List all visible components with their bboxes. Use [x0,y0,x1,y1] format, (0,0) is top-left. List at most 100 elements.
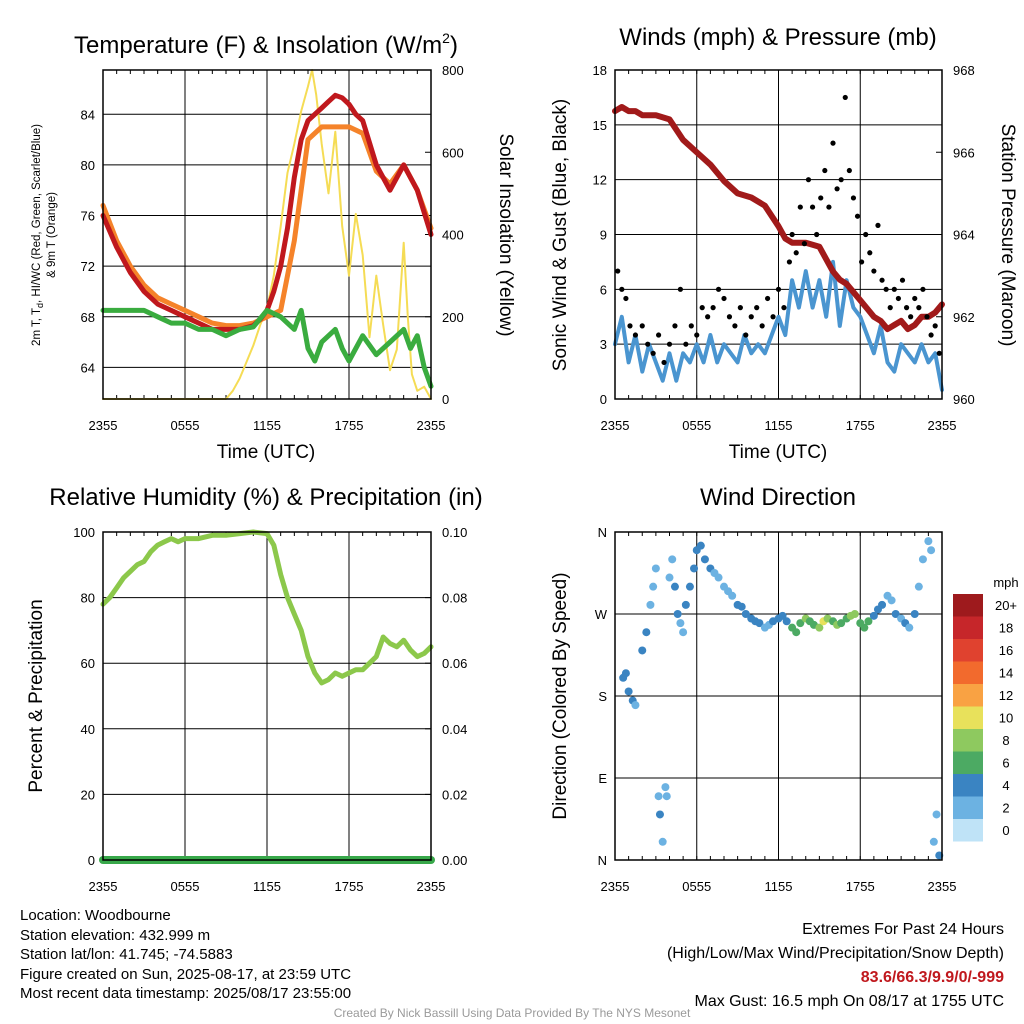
direction-point [665,573,674,582]
winds-gust-point [721,295,727,302]
temperature-2m-temp-line [100,92,434,332]
direction-xtick-label: 2355 [601,879,630,894]
winds-xtick-label: 2355 [928,418,957,433]
direction-point [679,628,688,637]
direction-point [924,537,933,546]
winds-xlabel: Time (UTC) [729,442,828,463]
direction-point [914,582,923,591]
direction-point [728,591,737,600]
temperature-xtick-label: 2355 [89,418,118,433]
humidity-plot-area: 2355 0555 1155 1755 2355 [89,532,446,894]
humidity-y2tick-label: 0.06 [442,656,467,671]
direction-legend-swatch [953,751,983,774]
direction-point [670,582,679,591]
winds-y2tick-label: 960 [953,392,975,407]
winds-gust-point [726,314,733,320]
winds-gust-point [805,177,812,183]
station-latlon: Station lat/lon: 41.745; -74.5883 [20,946,233,963]
winds-gust-point [793,250,799,256]
winds-gust-point [809,204,816,210]
temperature-plot-area: 2355 0555 1155 1755 2355 [89,70,445,433]
direction-ytick-label: N [598,525,607,540]
winds-gust-point [912,295,918,302]
temperature-xtick-label: 1755 [335,418,364,433]
humidity-frame [102,531,432,861]
winds-gust-point [672,323,678,329]
winds-gust-point [710,305,716,311]
winds-gust-point [650,350,656,356]
direction-point [673,610,682,618]
temperature-xlabel: Time (UTC) [217,442,316,463]
direction-point [642,628,651,637]
humidity-ylabel-left: Percent & Precipitation [26,599,47,792]
winds-gust-point [875,222,881,228]
humidity-xtick-label: 0555 [171,879,200,894]
temperature-ytick-label: 72 [81,259,95,274]
winds-gust-point [748,314,754,320]
direction-point [714,573,723,582]
winds-gust-point [786,259,793,265]
direction-ylabel-left: Direction (Colored By Speed) [550,572,571,819]
max-gust: Max Gust: 16.5 mph On 08/17 at 1755 UTC [694,993,1005,1010]
direction-xtick-label: 2355 [928,879,957,894]
winds-gust-point [891,286,897,292]
winds-gust-point [899,277,906,283]
humidity-ytick-label: 40 [81,722,95,737]
extremes-info: Extremes For Past 24 Hours (High/Low/Max… [667,918,1004,1014]
winds-y2tick-label: 964 [953,228,975,243]
direction-point [860,623,869,632]
winds-gust-point [834,186,840,192]
winds-gust-point [842,94,848,101]
winds-yaxis-right: 960 962 964 966 968 [936,63,975,407]
winds-ytick-label: 3 [600,337,607,352]
direction-point [755,619,764,628]
humidity-xtick-label: 2355 [417,879,446,894]
direction-point [621,669,630,678]
winds-gust-point [903,305,910,311]
direction-legend-label: 8 [1002,733,1009,748]
direction-speed-legend: 20+ 18 16 14 12 10 8 6 4 2 0 [953,594,1017,842]
winds-xtick-label: 0555 [682,418,711,433]
temperature-ylabel-right: Solar Insolation (Yellow) [495,133,516,336]
direction-legend-swatch [953,706,983,729]
winds-ytick-label: 9 [600,228,607,243]
winds-gust-point [932,323,938,329]
winds-gust-point [895,295,902,302]
direction-xtick-label: 1755 [846,879,875,894]
humidity-ytick-label: 20 [81,787,95,802]
direction-point [905,623,914,632]
humidity-ytick-label: 80 [81,591,95,606]
direction-panel-title: Wind Direction [700,484,856,511]
direction-point [741,610,750,618]
humidity-y2tick-label: 0.02 [442,787,467,802]
direction-point [668,555,677,564]
direction-point [696,541,705,550]
winds-gust-point [846,167,852,174]
winds-y2tick-label: 966 [953,145,975,160]
direction-ytick-label: S [598,689,607,704]
credit-line: Created By Nick Bassill Using Data Provi… [333,1006,691,1020]
figure-created: Figure created on Sun, 2025-08-17, at 23… [20,965,352,983]
direction-legend-label: 16 [999,643,1013,658]
direction-ytick-label: E [598,771,607,786]
winds-gust-point [688,323,694,329]
winds-gust-point [879,277,885,283]
direction-point [792,628,801,637]
winds-xtick-label: 2355 [601,418,630,433]
direction-xtick-label: 0555 [682,879,711,894]
direction-point [918,555,927,564]
direction-point [815,623,824,632]
winds-gust-point [715,286,722,292]
winds-gust-point [908,314,914,320]
winds-gust-point [916,305,922,311]
humidity-xtick-label: 1155 [253,879,281,894]
extremes-values: 83.6/66.3/9.9/0/-999 [860,969,1004,986]
humidity-panel-title: Relative Humidity (%) & Precipitation (i… [49,484,482,511]
direction-point [651,564,660,573]
temperature-ytick-label: 64 [81,360,95,375]
winds-ylabel-right: Station Pressure (Maroon) [997,124,1018,347]
winds-y2tick-label: 962 [953,310,975,325]
winds-sonic-wind-line [613,259,944,392]
temperature-9m-temp-line [100,124,434,329]
humidity-xtick-label: 1755 [335,879,364,894]
